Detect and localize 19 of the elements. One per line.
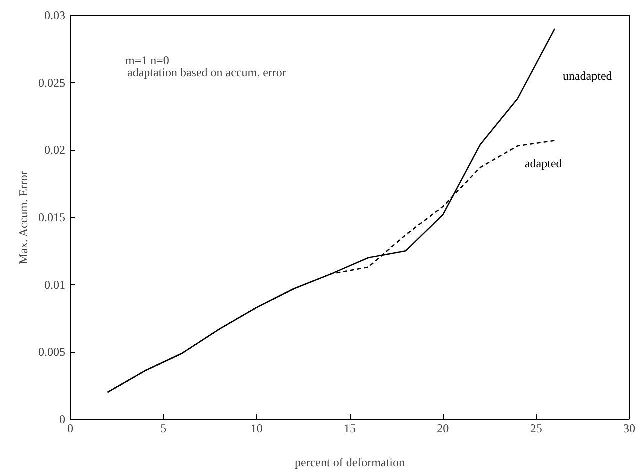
annotation: m=1 n=0 [126, 54, 170, 68]
x-tick-label: 20 [437, 422, 450, 436]
x-tick-label: 5 [160, 422, 167, 436]
y-tick-label: 0.03 [44, 8, 66, 22]
series-label: adapted [524, 156, 562, 171]
y-tick-label: 0.015 [38, 210, 66, 224]
x-tick-label: 25 [530, 422, 542, 436]
text: unadapted [562, 68, 612, 83]
x-axis-title: percent of deformation [295, 456, 405, 470]
y-tick-label: 0.005 [38, 345, 66, 360]
y-tick-label: 0.01 [44, 278, 66, 292]
annotation: adaptation based on accum. error [128, 66, 286, 80]
y-tick-label: 0.02 [44, 143, 66, 158]
x-tick-label: 30 [624, 422, 636, 436]
y-tick-label: 0.025 [38, 76, 66, 90]
y-axis-title: Max. Accum. Error [16, 171, 30, 264]
x-tick-label: 15 [344, 422, 356, 436]
y-tick-label: 0 [60, 412, 66, 426]
x-tick-label: 10 [250, 422, 263, 436]
